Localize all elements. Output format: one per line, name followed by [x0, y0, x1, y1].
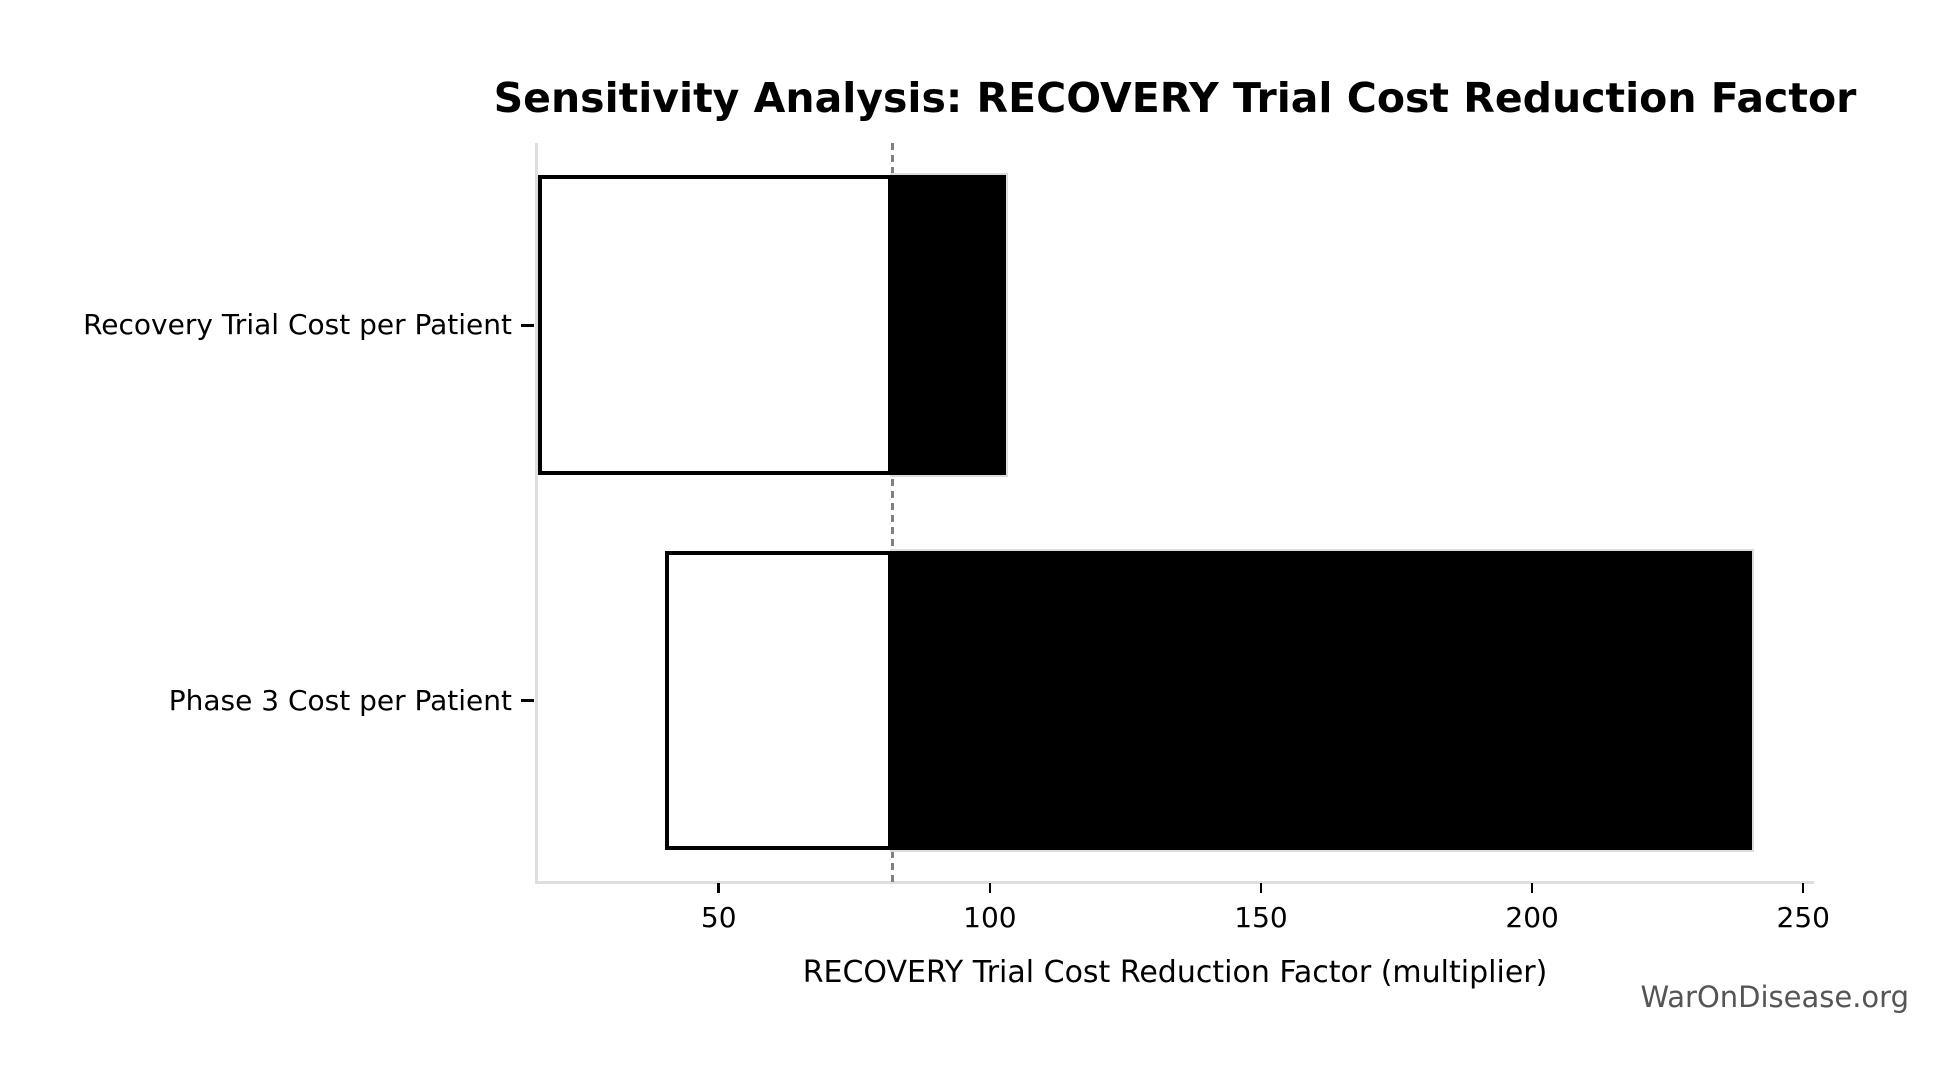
y-tick-mark	[521, 699, 534, 702]
x-tick-mark	[1801, 883, 1805, 893]
watermark: WarOnDisease.org	[1640, 980, 1909, 1014]
x-axis-spine	[535, 881, 1814, 884]
plot-area: 50 100 150 200 250	[521, 143, 1830, 934]
x-tick-label: 50	[700, 901, 737, 934]
x-tick-mark	[1530, 883, 1534, 893]
baseline-dashed-line	[891, 143, 894, 882]
x-tick-label: 100	[963, 901, 1017, 934]
bar-high-segment	[890, 173, 1009, 477]
x-tick-label: 200	[1505, 901, 1559, 934]
y-tick-label: Phase 3 Cost per Patient	[168, 683, 512, 717]
y-tick-mark	[521, 323, 534, 327]
x-tick-mark	[988, 883, 992, 893]
x-tick-label: 150	[1234, 901, 1288, 934]
x-axis-label: RECOVERY Trial Cost Reduction Factor (mu…	[802, 955, 1548, 990]
chart-title: Sensitivity Analysis: RECOVERY Trial Cos…	[493, 74, 1857, 123]
x-tick-mark	[1259, 883, 1263, 893]
bar-high-segment	[890, 549, 1755, 852]
bar-low-segment	[537, 175, 893, 475]
x-tick-label: 250	[1776, 901, 1830, 934]
y-axis-spine	[535, 143, 538, 884]
y-tick-label: Recovery Trial Cost per Patient	[83, 308, 512, 341]
bar-low-segment	[664, 551, 893, 850]
x-tick-mark	[717, 883, 720, 893]
